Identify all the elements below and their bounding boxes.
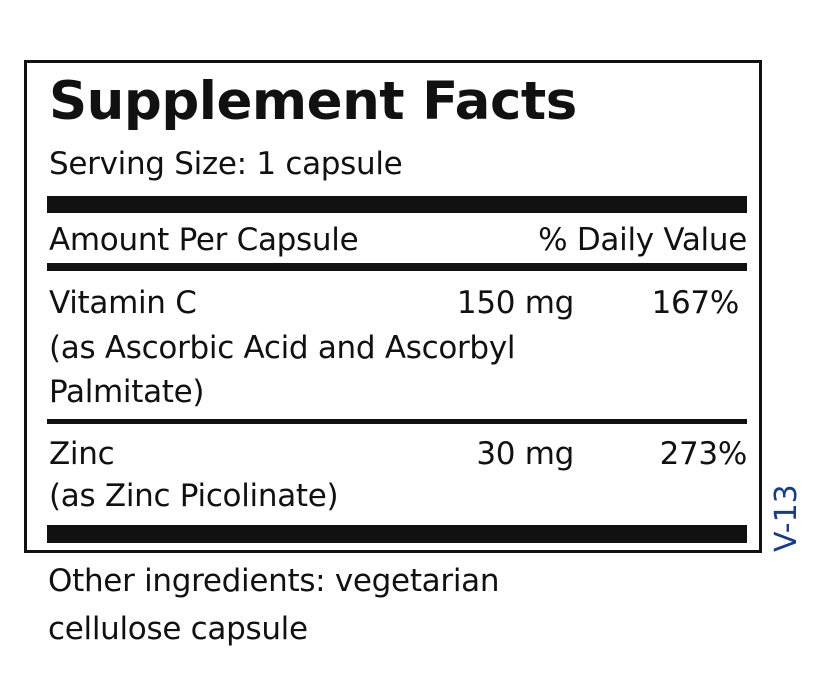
supplement-facts-panel: Supplement Facts Serving Size: 1 capsule… [24,60,762,553]
ingredient-source-cont: Palmitate) [49,374,205,410]
ingredient-dv: 167% [651,285,740,321]
thin-divider [47,419,747,424]
panel-title: Supplement Facts [49,71,577,132]
ingredient-name: Zinc [49,436,115,472]
thick-divider [47,525,747,543]
ingredient-amount: 150 mg [456,285,574,321]
ingredient-amount: 30 mg [476,436,574,472]
serving-size: Serving Size: 1 capsule [49,146,403,182]
medium-divider [47,263,747,271]
thick-divider [47,196,747,213]
ingredient-source: (as Ascorbic Acid and Ascorbyl [49,330,516,366]
other-ingredients: Other ingredients: vegetarian [48,563,500,599]
dv-header: % Daily Value [538,222,747,258]
product-code: V-13 [769,484,804,552]
other-ingredients-cont: cellulose capsule [48,611,308,647]
ingredient-name: Vitamin C [49,285,197,321]
ingredient-dv: 273% [659,436,748,472]
amount-header: Amount Per Capsule [49,222,359,258]
ingredient-source: (as Zinc Picolinate) [49,478,339,514]
